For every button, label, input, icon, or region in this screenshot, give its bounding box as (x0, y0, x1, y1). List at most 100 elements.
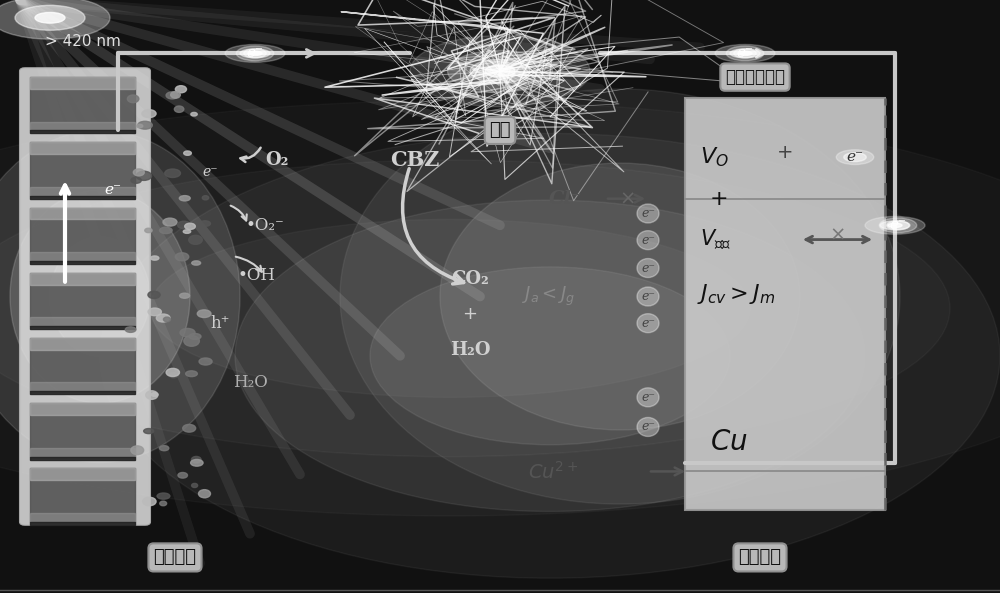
Ellipse shape (179, 196, 190, 201)
Ellipse shape (15, 5, 85, 30)
Bar (30, 261, 135, 264)
Text: e⁻: e⁻ (736, 46, 754, 60)
Bar (30, 468, 135, 480)
Bar (30, 142, 135, 196)
Text: ×: × (830, 226, 846, 245)
Ellipse shape (180, 329, 195, 337)
Ellipse shape (35, 12, 65, 23)
Ellipse shape (177, 221, 190, 229)
Bar (30, 142, 135, 154)
Ellipse shape (144, 429, 154, 433)
Ellipse shape (163, 317, 171, 322)
Bar (30, 382, 135, 391)
Ellipse shape (340, 89, 900, 504)
Bar (30, 122, 135, 130)
Bar (30, 208, 135, 219)
Ellipse shape (142, 110, 156, 117)
Ellipse shape (485, 65, 515, 77)
Ellipse shape (191, 460, 203, 466)
Bar (30, 187, 135, 196)
Ellipse shape (0, 160, 950, 457)
Ellipse shape (131, 446, 144, 455)
Ellipse shape (0, 130, 240, 463)
Bar (30, 252, 135, 261)
Text: e⁻: e⁻ (641, 317, 655, 330)
Text: $\mathit{J}_a<\mathit{J}_g$: $\mathit{J}_a<\mathit{J}_g$ (522, 285, 575, 308)
Bar (30, 522, 135, 525)
Text: ×: × (620, 189, 636, 208)
Ellipse shape (0, 101, 1000, 516)
Text: > 420 nm: > 420 nm (45, 34, 121, 49)
Text: h⁺: h⁺ (210, 315, 230, 331)
Ellipse shape (836, 149, 874, 165)
Ellipse shape (440, 163, 800, 430)
Ellipse shape (726, 46, 764, 61)
Ellipse shape (370, 267, 730, 445)
Ellipse shape (100, 133, 1000, 578)
Ellipse shape (174, 106, 184, 113)
Text: e⁻: e⁻ (104, 183, 121, 197)
Ellipse shape (180, 293, 190, 298)
Ellipse shape (888, 224, 902, 227)
Bar (30, 77, 135, 89)
Ellipse shape (171, 91, 180, 98)
Text: $\mathit{V}_{金属}$: $\mathit{V}_{金属}$ (700, 228, 731, 253)
Ellipse shape (248, 52, 262, 56)
Ellipse shape (160, 227, 172, 234)
Bar (30, 338, 135, 391)
Ellipse shape (151, 256, 159, 260)
Text: •OH: •OH (238, 267, 276, 284)
Text: 光生阴极保护: 光生阴极保护 (725, 68, 785, 86)
Text: 金属回收: 金属回收 (738, 549, 782, 566)
Ellipse shape (225, 44, 285, 62)
Text: e⁻: e⁻ (202, 165, 218, 179)
Ellipse shape (200, 221, 210, 227)
Ellipse shape (184, 151, 191, 155)
Text: e⁻: e⁻ (641, 234, 655, 247)
Text: $\mathit{Cu}^{2+}$: $\mathit{Cu}^{2+}$ (528, 461, 578, 482)
Text: e⁻: e⁻ (846, 150, 864, 164)
Ellipse shape (637, 287, 659, 306)
Ellipse shape (133, 169, 144, 176)
Bar (30, 391, 135, 394)
Ellipse shape (127, 95, 139, 103)
Text: O₂: O₂ (265, 151, 288, 169)
Ellipse shape (178, 473, 187, 478)
Ellipse shape (136, 171, 152, 180)
Ellipse shape (730, 49, 760, 58)
Ellipse shape (637, 314, 659, 333)
Ellipse shape (637, 259, 659, 278)
Ellipse shape (470, 59, 530, 83)
Ellipse shape (236, 46, 274, 61)
Text: e⁻: e⁻ (890, 218, 906, 232)
Text: e⁻: e⁻ (641, 290, 655, 303)
Ellipse shape (184, 336, 199, 346)
Ellipse shape (191, 457, 201, 463)
Ellipse shape (637, 388, 659, 407)
Ellipse shape (146, 391, 158, 399)
Ellipse shape (887, 221, 909, 229)
Text: H₂O: H₂O (233, 374, 267, 391)
Bar (30, 326, 135, 329)
Text: 产电: 产电 (489, 122, 511, 139)
Ellipse shape (151, 393, 158, 396)
Text: CBZ: CBZ (390, 150, 439, 170)
Ellipse shape (148, 291, 160, 298)
Ellipse shape (410, 36, 590, 107)
Ellipse shape (163, 218, 177, 226)
Ellipse shape (10, 190, 190, 403)
Bar (30, 468, 135, 522)
Text: 水质净化: 水质净化 (154, 549, 196, 566)
Ellipse shape (637, 231, 659, 250)
Ellipse shape (199, 358, 212, 365)
Bar (30, 403, 135, 415)
Ellipse shape (156, 314, 170, 322)
Ellipse shape (738, 52, 752, 56)
Bar (30, 208, 135, 261)
Ellipse shape (183, 425, 196, 432)
Text: e⁻: e⁻ (641, 262, 655, 275)
Ellipse shape (192, 261, 201, 265)
Ellipse shape (879, 218, 917, 233)
Ellipse shape (715, 44, 775, 62)
Ellipse shape (235, 200, 865, 511)
